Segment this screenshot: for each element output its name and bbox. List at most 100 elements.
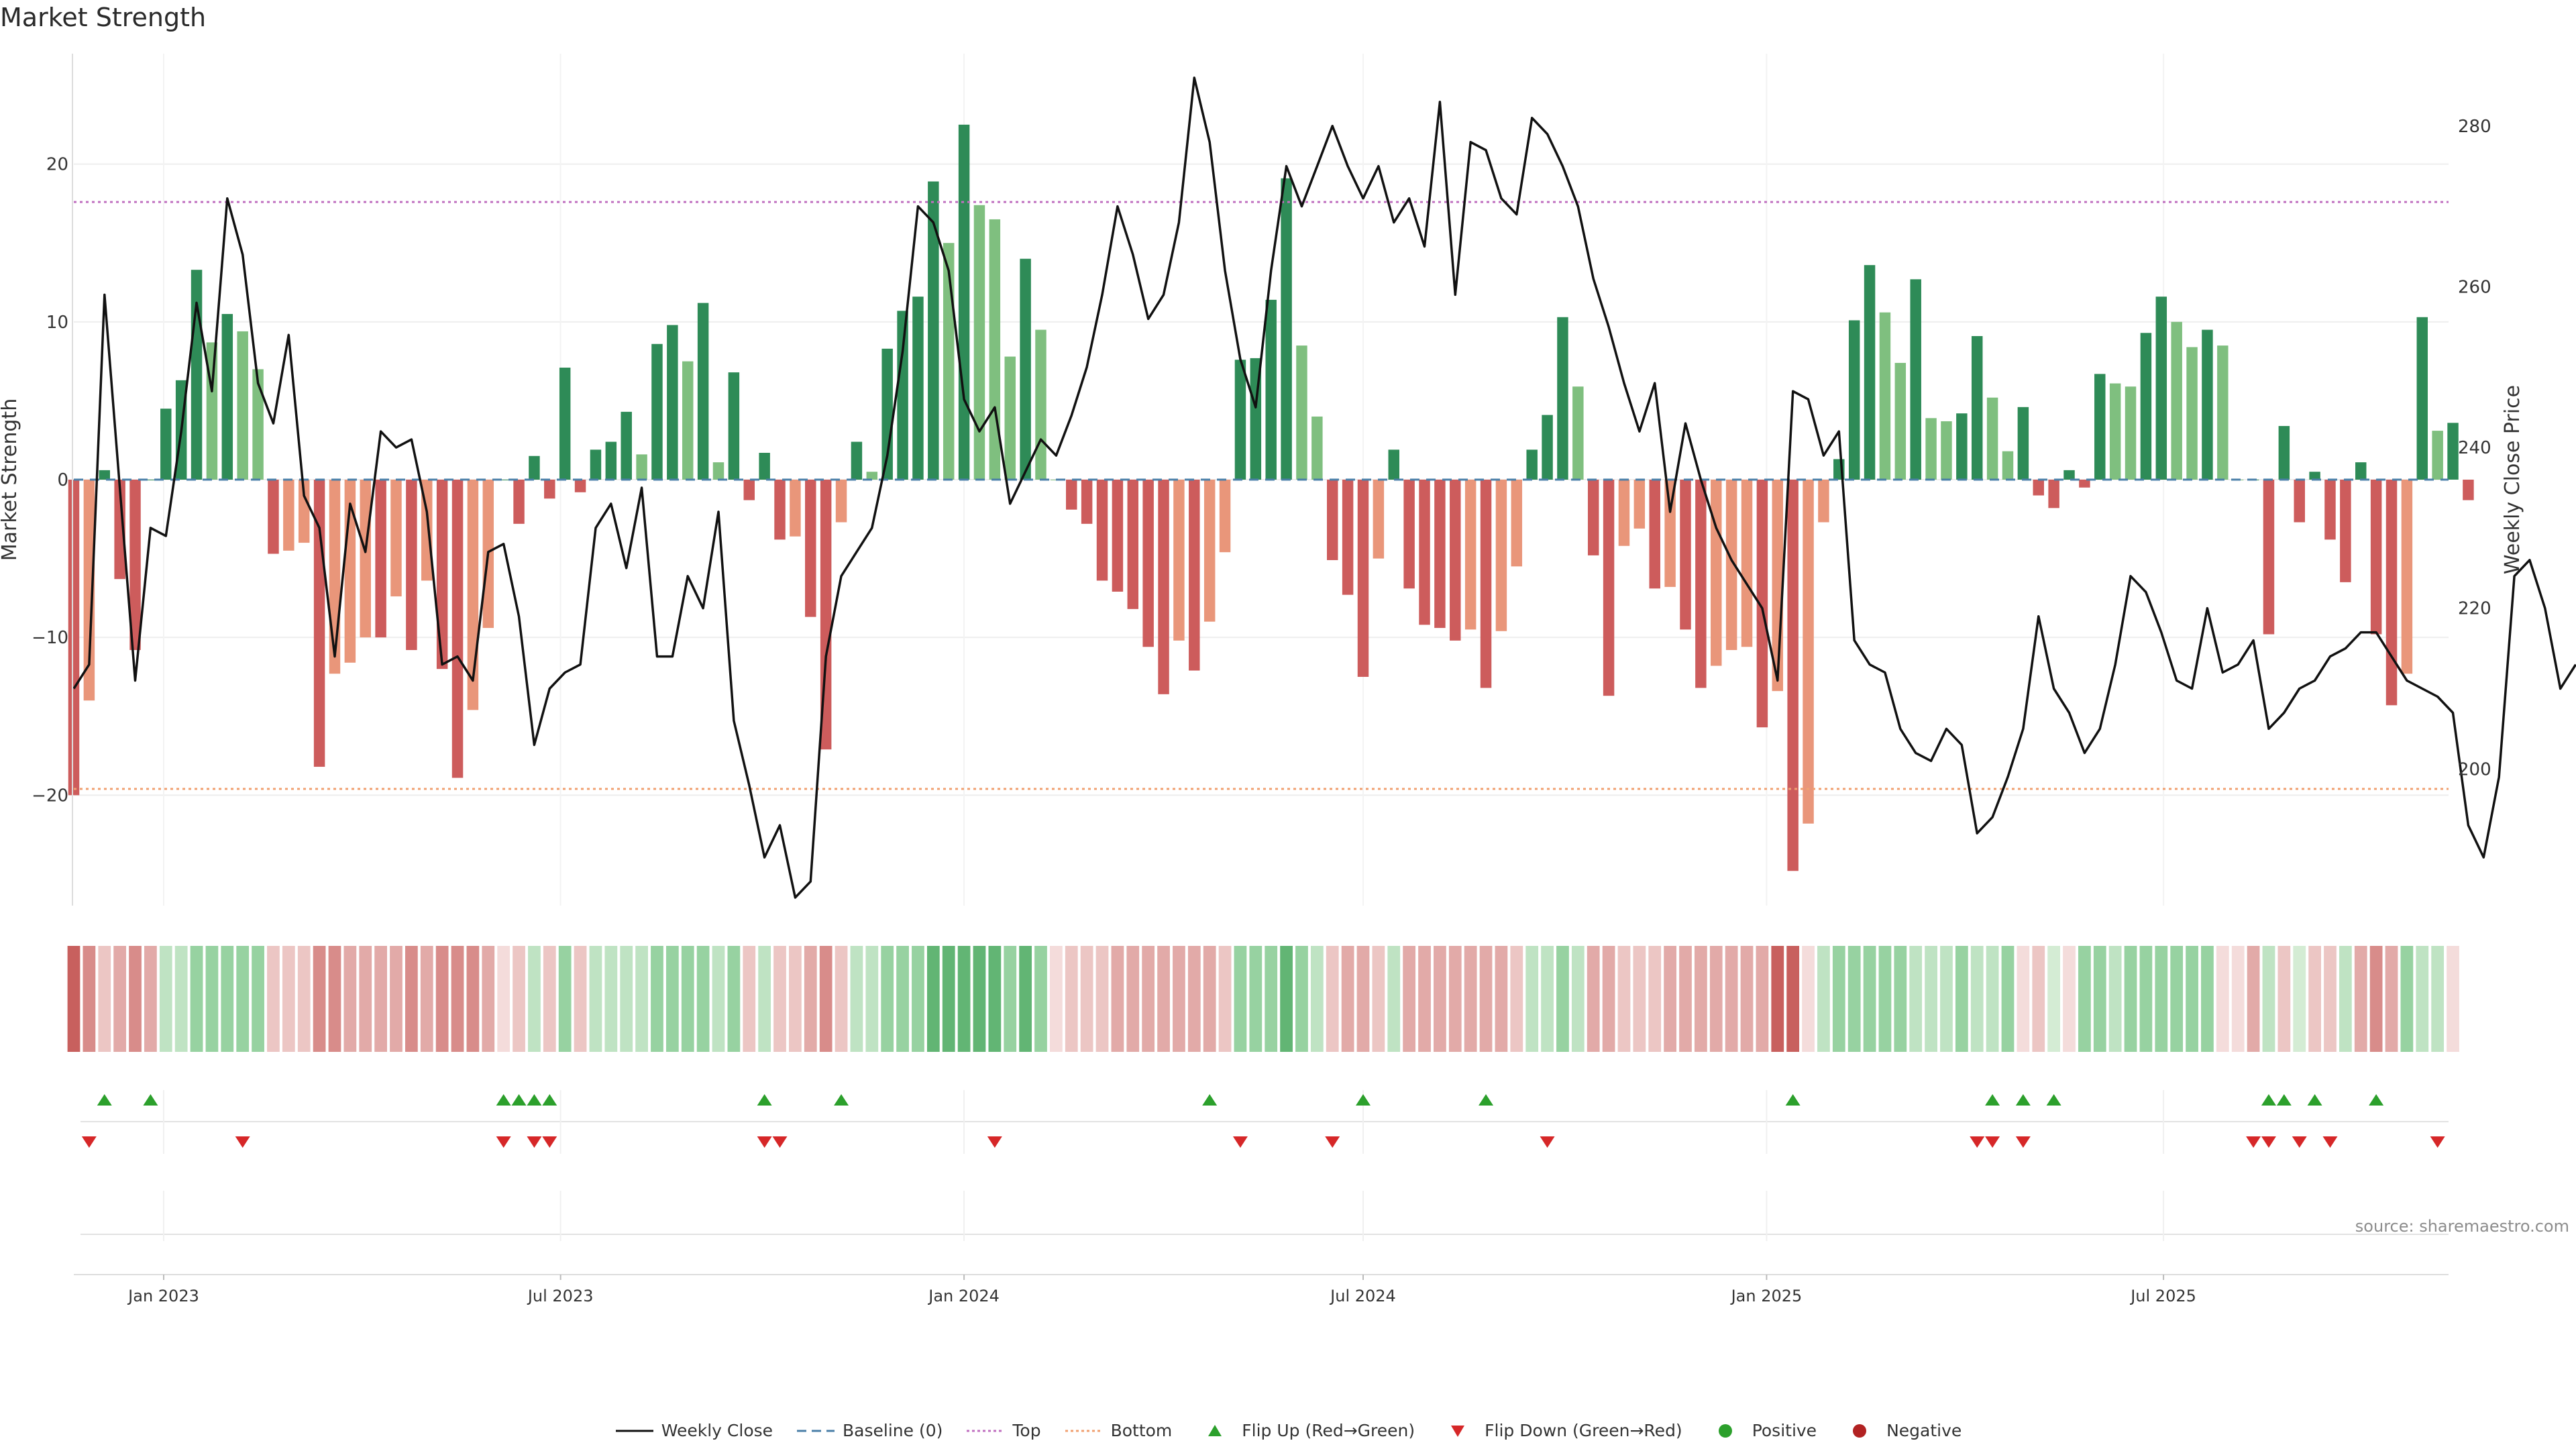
strength-bar — [790, 480, 801, 537]
flip-up-marker — [527, 1094, 542, 1106]
y2-tick-label: 200 — [2458, 759, 2491, 780]
legend-swatch — [797, 1430, 835, 1432]
strength-cell — [850, 946, 863, 1052]
strength-bar — [1450, 480, 1461, 641]
strength-bar — [68, 480, 80, 796]
strength-bar — [2385, 480, 2398, 706]
strength-cell — [574, 946, 587, 1052]
legend-swatch — [1718, 1424, 1732, 1438]
strength-cell — [773, 946, 786, 1052]
strength-cell — [1111, 946, 1124, 1052]
strength-bar — [2340, 480, 2351, 582]
strength-cell — [1832, 946, 1845, 1052]
strength-cell — [1173, 946, 1185, 1052]
flip-up-marker — [542, 1094, 557, 1106]
strength-cell — [1756, 946, 1769, 1052]
strength-cell — [1004, 946, 1017, 1052]
strength-bar — [1941, 421, 1952, 480]
strength-bar — [298, 480, 310, 543]
strength-bar — [513, 480, 525, 524]
strength-cell — [1817, 946, 1830, 1052]
strength-cell — [743, 946, 756, 1052]
strength-bar — [605, 441, 617, 480]
legend-swatch — [1208, 1424, 1222, 1436]
strength-cell — [144, 946, 157, 1052]
flip-down-marker — [2322, 1136, 2338, 1148]
strength-bar — [2063, 470, 2075, 480]
strength-cell — [1786, 946, 1800, 1052]
legend-swatch — [1065, 1430, 1103, 1432]
legend-item: Flip Down (Green→Red) — [1438, 1421, 1682, 1440]
flip-up-marker — [1785, 1094, 1801, 1106]
strength-cell — [1970, 946, 1984, 1052]
strength-cell — [1234, 946, 1247, 1052]
strength-bar — [2171, 321, 2182, 480]
flip-down-marker — [496, 1136, 511, 1148]
strength-cell — [1295, 946, 1308, 1052]
strength-cell — [2339, 946, 2352, 1052]
strength-bar — [2432, 431, 2443, 480]
strength-bar — [851, 441, 863, 480]
strength-bar — [313, 480, 325, 767]
strength-cell — [926, 946, 940, 1052]
legend-label: Bottom — [1110, 1421, 1173, 1440]
strength-cell — [159, 946, 172, 1052]
legend-swatch — [967, 1430, 1005, 1432]
strength-bar — [1633, 480, 1646, 529]
strength-cell — [2400, 946, 2414, 1052]
flip-up-marker — [496, 1094, 511, 1106]
flip-up-marker — [1355, 1094, 1371, 1106]
strength-bar — [1986, 397, 1998, 480]
strength-bar — [2140, 333, 2152, 480]
legend-item: Top — [965, 1421, 1041, 1440]
strength-heat-panel — [67, 946, 2459, 1052]
strength-cell — [236, 946, 250, 1052]
strength-cell — [1095, 946, 1109, 1052]
strength-bar — [2202, 329, 2213, 480]
strength-bar — [1603, 480, 1615, 696]
strength-bar — [2048, 480, 2059, 508]
flip-down-marker — [987, 1136, 1002, 1148]
strength-cell — [174, 946, 188, 1052]
strength-cell — [1142, 946, 1155, 1052]
legend-label: Baseline (0) — [843, 1421, 943, 1440]
legend-label: Negative — [1886, 1421, 1962, 1440]
y-tick-label: 0 — [57, 470, 68, 490]
strength-bar — [1925, 418, 1937, 480]
strength-cell — [1986, 946, 1999, 1052]
flip-up-marker — [2307, 1094, 2322, 1106]
strength-bar — [237, 331, 248, 480]
strength-cell — [957, 946, 971, 1052]
strength-cell — [1725, 946, 1738, 1052]
strength-cell — [635, 946, 648, 1052]
legend-item: Negative — [1839, 1421, 1962, 1440]
strength-cell — [804, 946, 817, 1052]
flip-down-marker — [1970, 1136, 1985, 1148]
strength-cell — [1740, 946, 1754, 1052]
strength-cell — [513, 946, 525, 1052]
strength-bar — [1326, 480, 1338, 560]
flip-up-marker — [511, 1094, 527, 1106]
strength-cell — [2369, 946, 2383, 1052]
flip-down-marker — [2015, 1136, 2031, 1148]
strength-cell — [405, 946, 418, 1052]
y2-tick-label: 280 — [2458, 117, 2491, 137]
strength-bar — [1910, 279, 1921, 480]
strength-cell — [620, 946, 633, 1052]
strength-bar — [544, 480, 555, 499]
strength-cell — [328, 946, 341, 1052]
strength-cell — [2124, 946, 2137, 1052]
strength-cell — [665, 946, 679, 1052]
strength-cell — [2277, 946, 2291, 1052]
flip-down-marker — [2261, 1136, 2276, 1148]
strength-bar — [1189, 480, 1200, 671]
strength-bar — [1618, 480, 1630, 546]
y2-tick-label: 220 — [2458, 599, 2491, 619]
strength-cell — [205, 946, 219, 1052]
strength-cell — [1280, 946, 1293, 1052]
strength-bar — [1158, 480, 1169, 694]
strength-bar — [1680, 480, 1691, 630]
strength-bar — [2079, 480, 2090, 488]
strength-cell — [1587, 946, 1600, 1052]
strength-cell — [1925, 946, 1937, 1052]
